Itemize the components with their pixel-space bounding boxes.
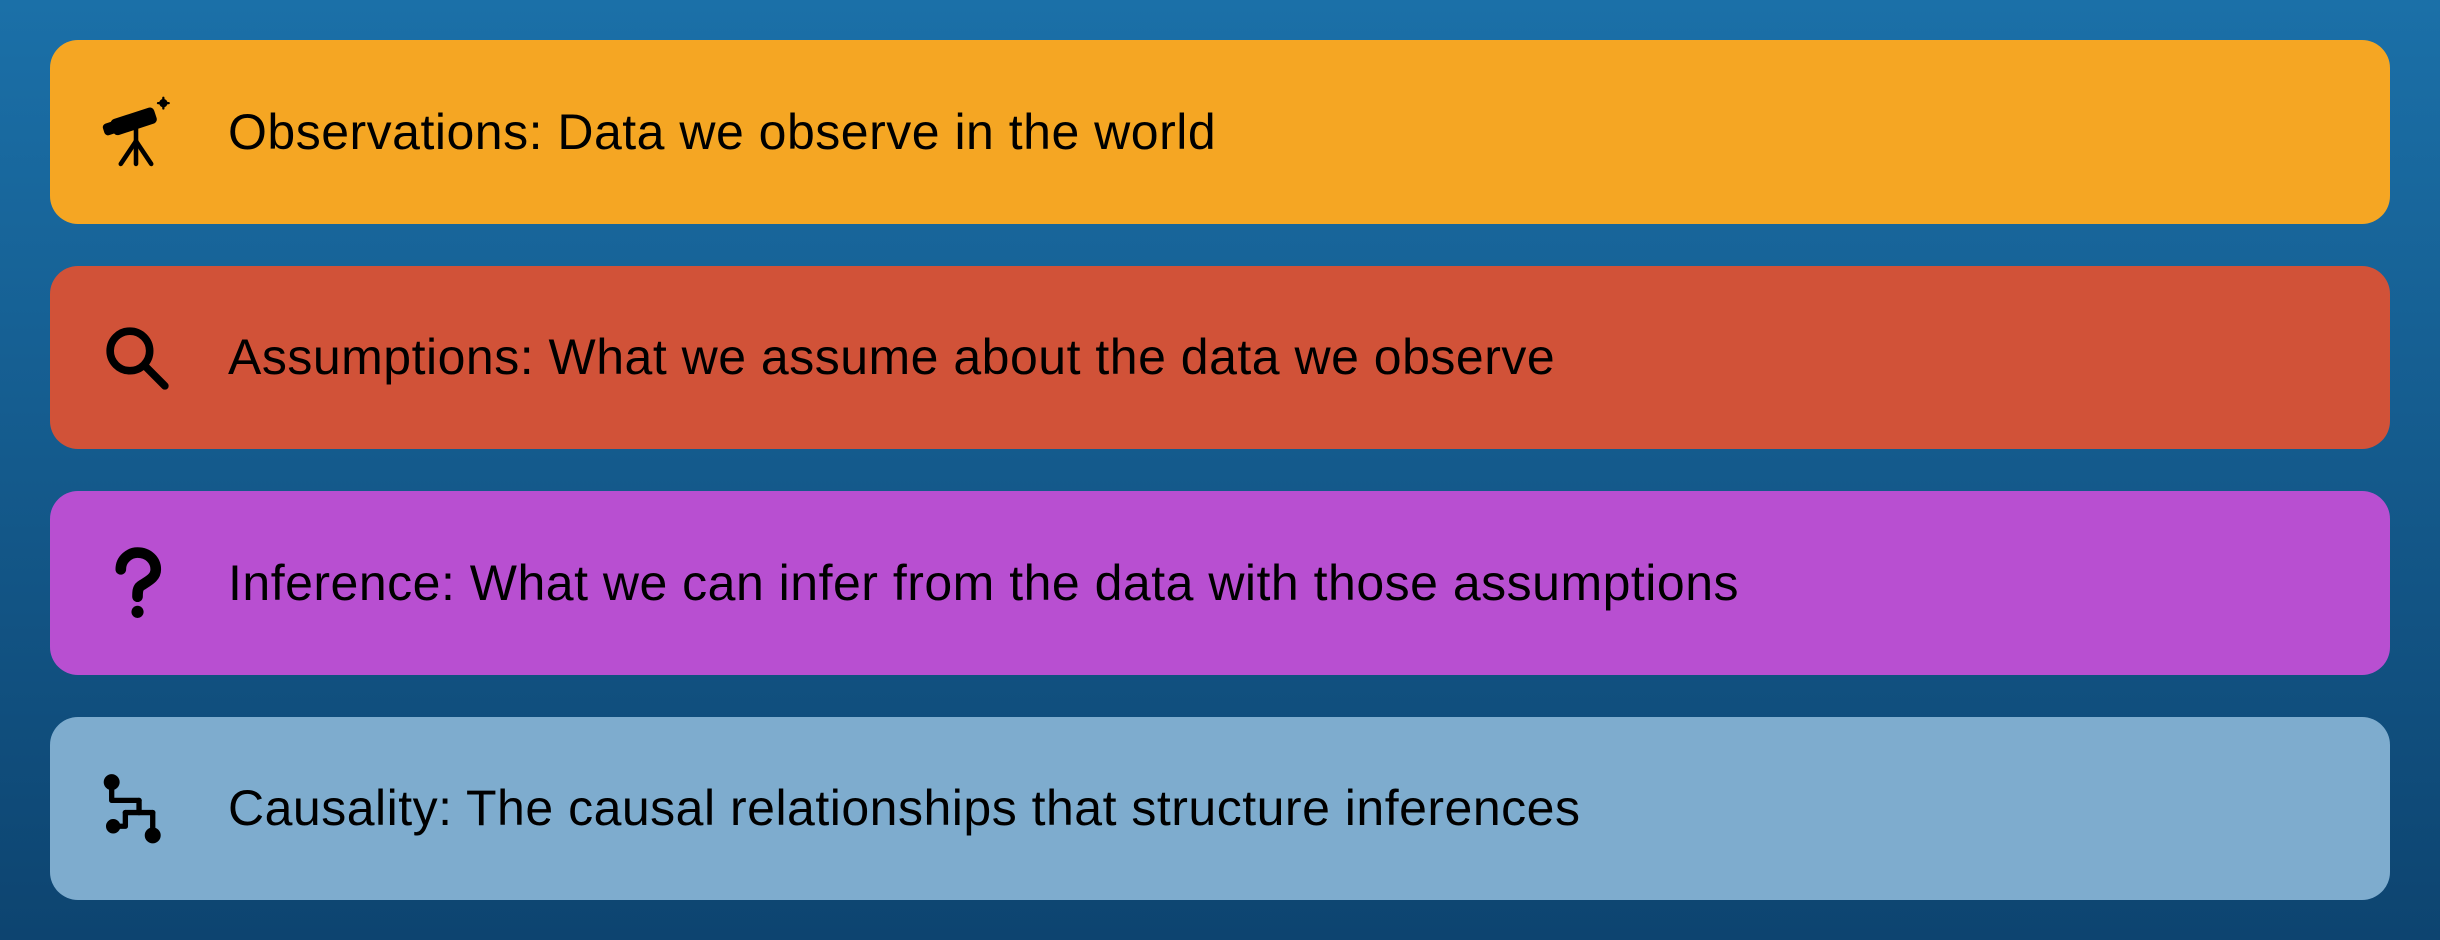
magnifier-icon <box>98 319 228 395</box>
row-inference: Inference: What we can infer from the da… <box>50 491 2390 675</box>
row-label: Observations: Data we observe in the wor… <box>228 103 1216 161</box>
row-label: Causality: The causal relationships that… <box>228 779 1580 837</box>
causality-icon <box>98 770 228 846</box>
question-icon <box>98 545 228 621</box>
row-label: Inference: What we can infer from the da… <box>228 554 1739 612</box>
row-assumptions: Assumptions: What we assume about the da… <box>50 266 2390 450</box>
telescope-icon <box>98 94 228 170</box>
row-causality: Causality: The causal relationships that… <box>50 717 2390 901</box>
row-label: Assumptions: What we assume about the da… <box>228 328 1555 386</box>
row-observations: Observations: Data we observe in the wor… <box>50 40 2390 224</box>
